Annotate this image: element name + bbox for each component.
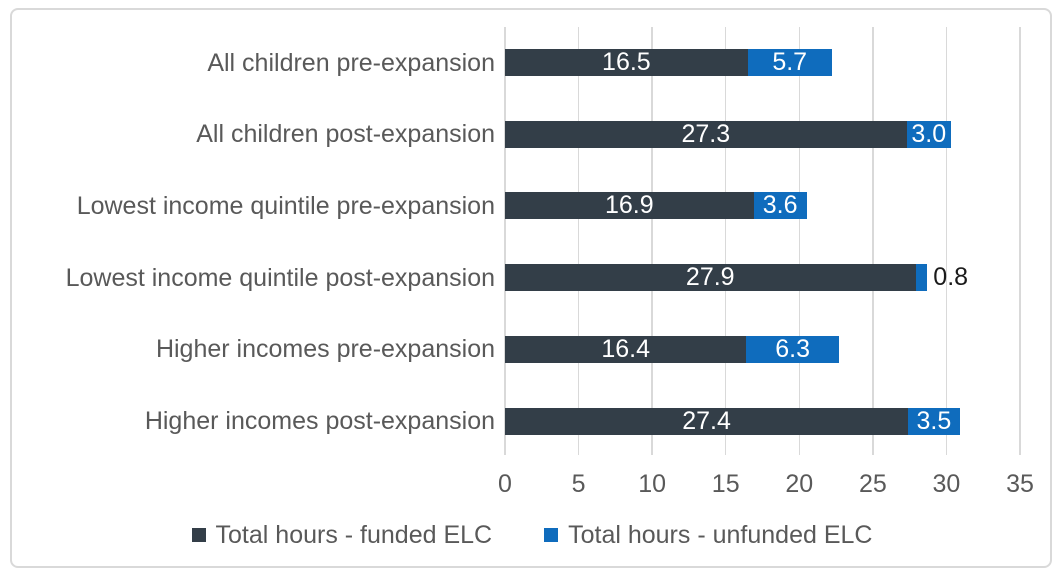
x-tick-label: 30 (932, 470, 961, 498)
gridline (651, 27, 653, 455)
bar-value-label: 3.0 (911, 119, 947, 148)
bar-segment-funded: 27.3 (505, 119, 907, 148)
gridline (724, 27, 727, 455)
bar-segment-unfunded (915, 264, 928, 292)
bar-segment-funded: 16.4 (505, 334, 747, 363)
bar-segment-funded: 16.9 (505, 191, 754, 220)
bar-value-label: 27.4 (682, 406, 731, 435)
x-tick-label: 10 (638, 470, 667, 498)
gridline (1019, 27, 1021, 455)
gridline (504, 27, 506, 455)
legend-label: Total hours - unfunded ELC (568, 521, 873, 549)
bar-value-label: 27.3 (681, 119, 731, 148)
legend-marker-funded (191, 528, 206, 542)
bar-segment-unfunded: 3.5 (908, 406, 960, 435)
x-tick-label: 25 (858, 470, 887, 498)
category-label: Lowest income quintile post-expansion (65, 263, 495, 292)
legend-label: Total hours - funded ELC (215, 521, 493, 549)
x-tick-label: 35 (1006, 470, 1034, 498)
x-tick-label: 15 (711, 470, 740, 498)
gridline (945, 27, 948, 455)
legend-item: Total hours - funded ELC (191, 520, 493, 550)
category-label: Lowest income quintile pre-expansion (76, 191, 495, 220)
bar-value-label-outside: 0.8 (933, 263, 969, 292)
bar-value-label: 27.9 (685, 263, 735, 292)
x-tick-label: 5 (571, 470, 586, 498)
legend-item: Total hours - unfunded ELC (544, 520, 872, 550)
bar-value-label: 5.7 (772, 48, 808, 76)
bar-value-label: 16.4 (601, 334, 650, 363)
bar-value-label: 6.3 (775, 334, 811, 363)
category-label: All children pre-expansion (207, 48, 495, 77)
category-label: All children post-expansion (196, 120, 495, 149)
bar-segment-funded: 27.4 (505, 406, 909, 435)
gridline (577, 27, 580, 455)
bar-segment-unfunded: 3.0 (906, 119, 951, 148)
bar-value-label: 16.5 (602, 48, 651, 76)
bar-segment-unfunded: 5.7 (747, 48, 832, 76)
bar-value-label: 3.5 (916, 406, 952, 435)
category-label: Higher incomes post-expansion (144, 407, 495, 435)
bar-value-label: 16.9 (604, 191, 654, 220)
x-tick-label: 0 (498, 470, 512, 498)
bar-segment-unfunded: 6.3 (746, 334, 839, 363)
legend: Total hours - funded ELC Total hours - un… (12, 518, 1052, 552)
bar-segment-unfunded: 3.6 (753, 191, 807, 220)
gridline (872, 27, 874, 455)
gridline (798, 27, 801, 455)
bar-value-label: 3.6 (762, 191, 798, 220)
x-tick-label: 20 (785, 470, 814, 498)
bar-segment-funded: 27.9 (505, 263, 916, 292)
category-label: Higher incomes pre-expansion (155, 335, 495, 364)
legend-marker-unfunded (544, 528, 559, 542)
bar-segment-funded: 16.5 (505, 49, 748, 76)
